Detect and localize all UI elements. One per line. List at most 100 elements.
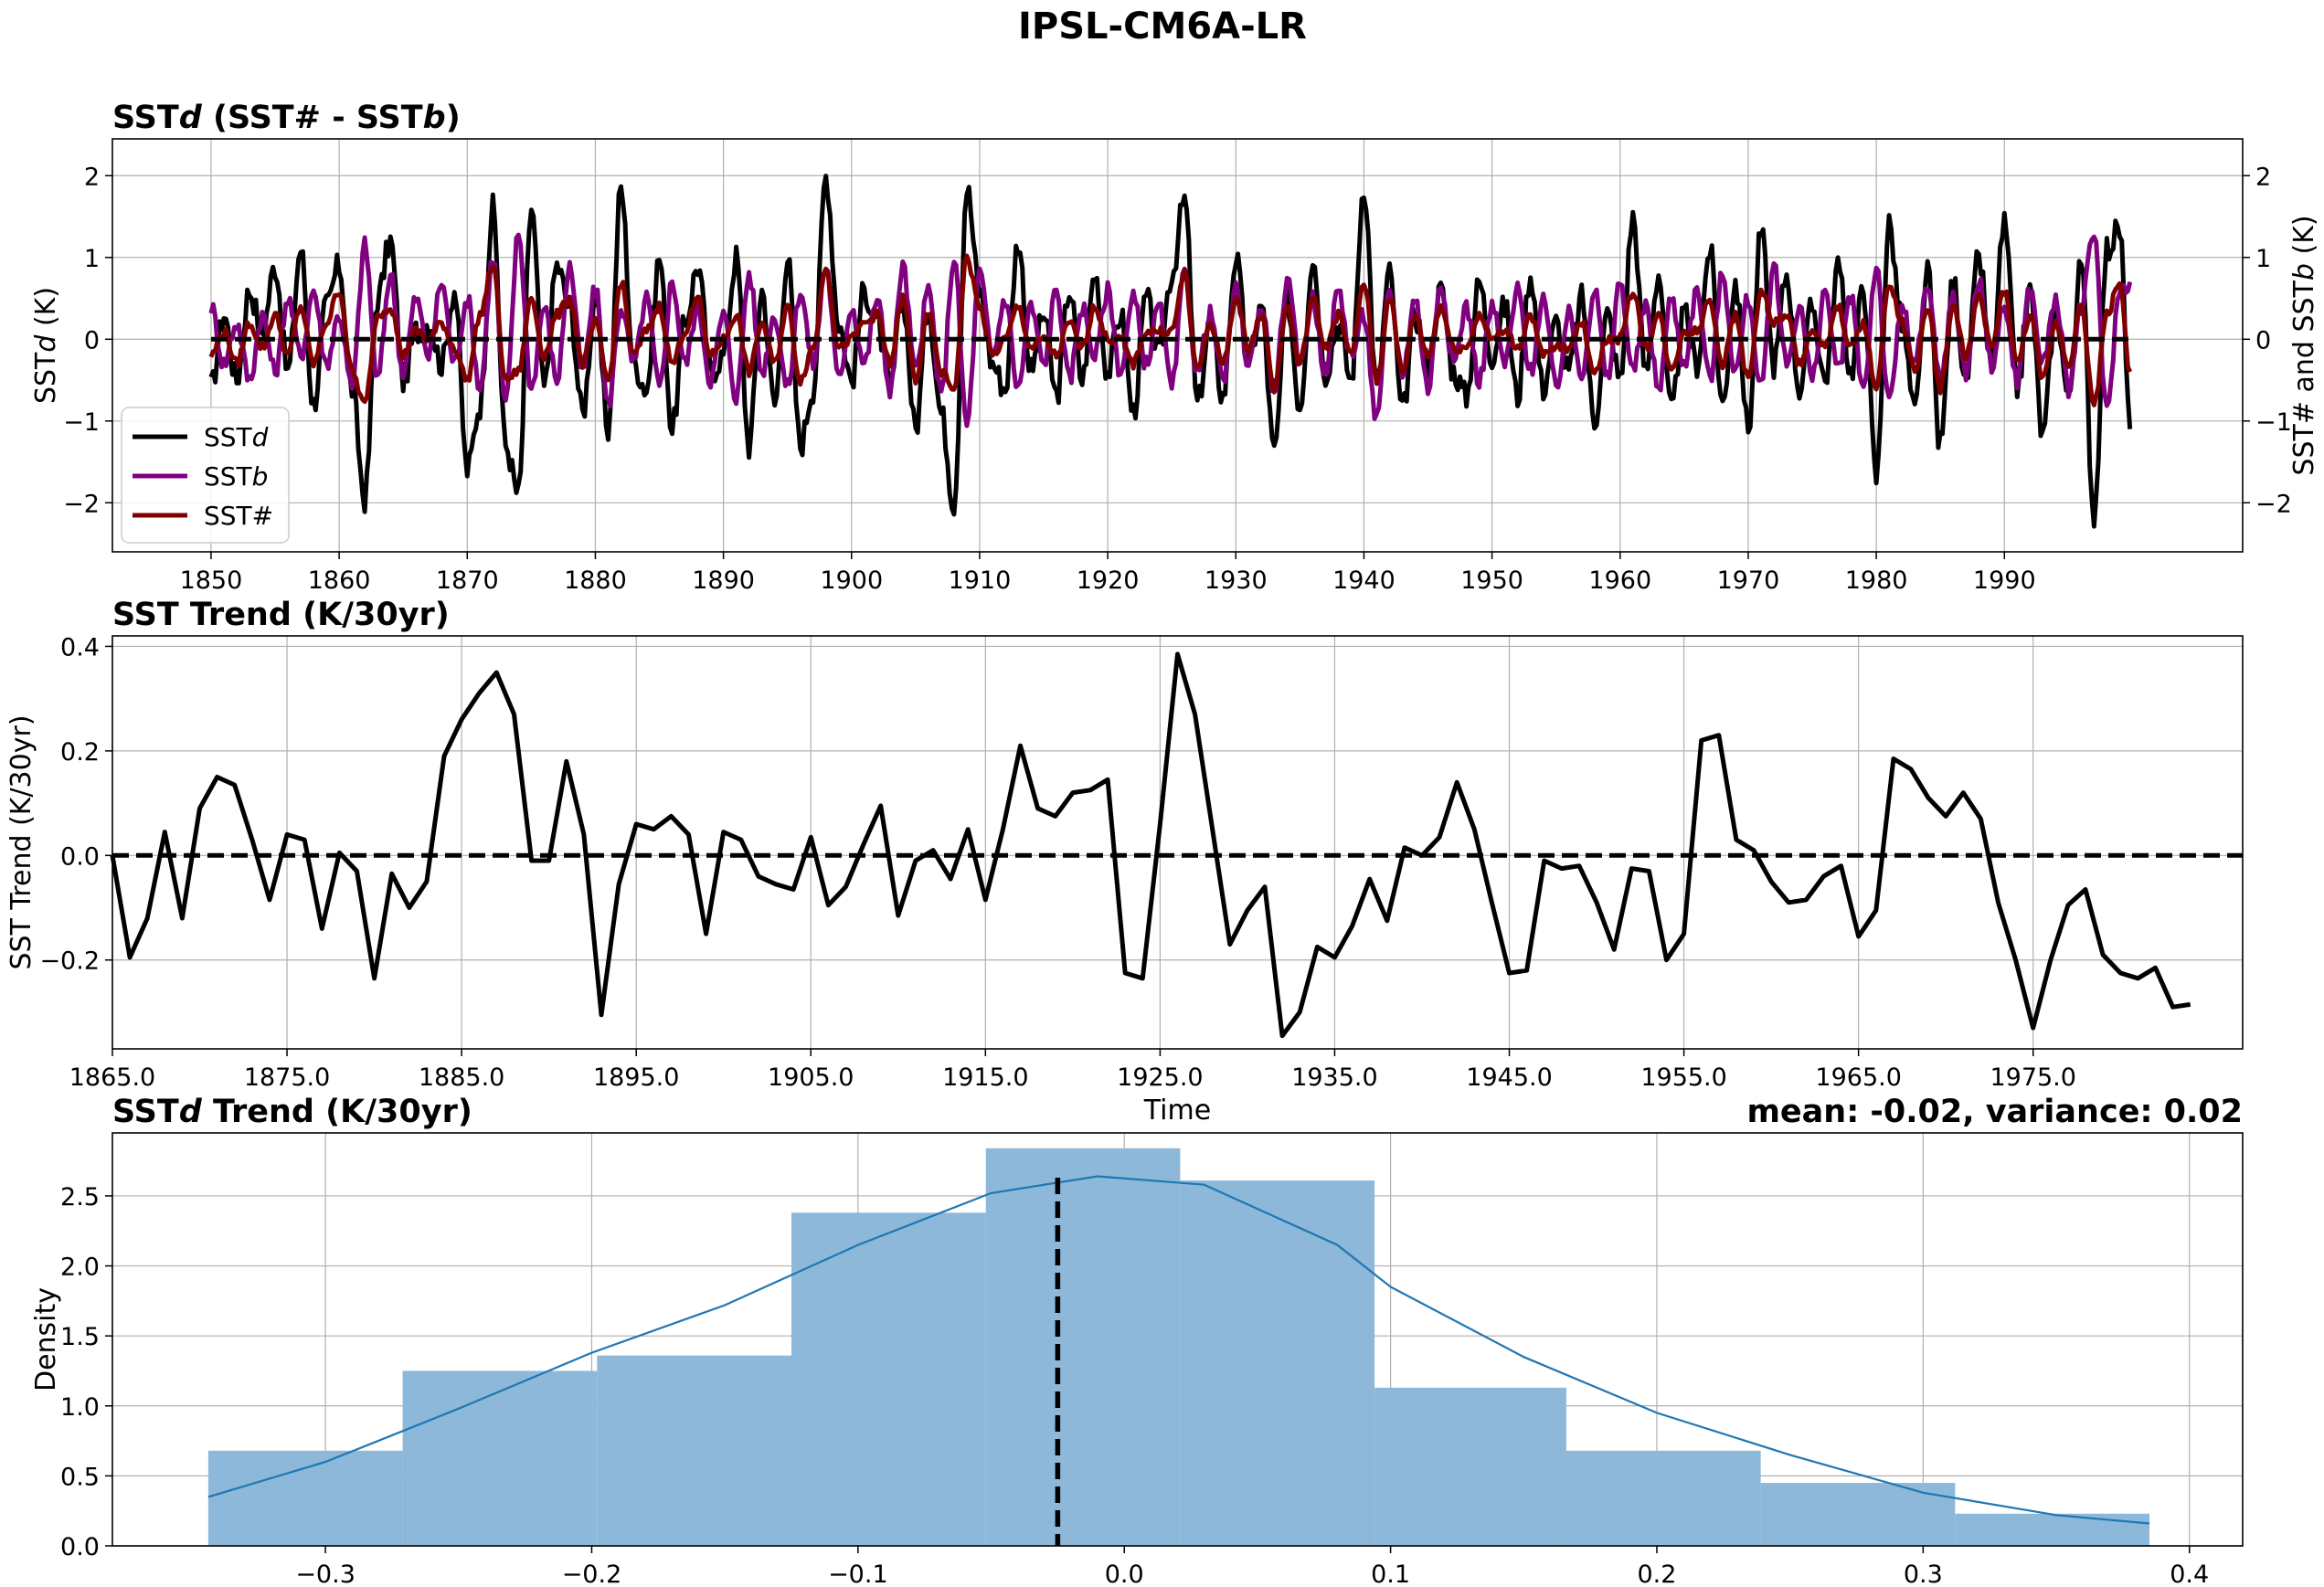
x-tick-label: 0.2 [1637,1561,1676,1587]
text-part: d [252,422,269,452]
text-part: (SST# - SST [202,100,423,136]
sst-anomaly-panel: 1850 1860 1870 1880 1890 1900 1910 1920 1930 1940… [30,100,2320,595]
x-tick-label: 1890 [692,566,755,595]
x-tick-label: 1860 [308,566,371,595]
series-line [208,232,2133,428]
x-axis-label: Time [1143,1095,1211,1127]
panel-title: SSTd (SST# - SSTb) [112,100,461,136]
histogram-bar [402,1370,598,1546]
figure-title: IPSL-CM6A-LR [1018,5,1307,48]
histogram-bar [1374,1387,1566,1546]
histogram-bar [1180,1180,1375,1546]
x-tick-label: 1920 [1077,566,1140,595]
histogram-bar [791,1212,986,1546]
x-tick-label: 1950 [1460,566,1523,595]
x-tick-label: 1975.0 [1990,1063,2075,1092]
text-part: SST [204,422,253,452]
x-tick-label: 1875.0 [244,1063,330,1092]
y-tick-label: 1 [84,245,100,273]
y-tick-label: 0.0 [60,1533,100,1561]
text-part: (K) [30,287,62,335]
x-tick-label: 1940 [1332,566,1395,595]
text-part: b [423,100,446,136]
y-right-tick-label: −2 [2255,490,2292,518]
y-axis-label: SSTd (K) [30,287,62,404]
text-part: d [179,1094,203,1130]
text-part: (K) [2288,215,2320,263]
y-tick-label: 1.0 [60,1393,100,1422]
panel-title: SSTd Trend (K/30yr) [112,1094,472,1130]
x-tick-label: 0.4 [2170,1561,2209,1587]
y-tick-label: 1.5 [60,1323,100,1351]
text-part: SST [30,352,62,404]
text-part: d [30,334,62,353]
x-tick-label: 1965.0 [1815,1063,1901,1092]
x-tick-label: −0.3 [295,1561,355,1587]
x-tick-label: 1915.0 [942,1063,1028,1092]
text-part: SST# [204,501,273,531]
y-tick-label: −2 [63,490,100,518]
legend-box [121,407,290,544]
x-tick-label: 1960 [1588,566,1651,595]
histogram-bar [985,1148,1181,1546]
x-tick-label: 1990 [1973,566,2036,595]
plot-frame [111,635,2244,1050]
y-tick-label: 0.4 [60,633,100,661]
stats-annotation: mean: -0.02, variance: 0.02 [1746,1094,2243,1130]
trend-line [110,651,2191,1039]
y-right-tick-label: −1 [2255,408,2292,437]
x-tick-label: 1865.0 [69,1063,155,1092]
x-tick-label: 1925.0 [1117,1063,1203,1092]
x-tick-label: 1905.0 [768,1063,854,1092]
histogram-bar [1955,1513,2150,1546]
x-tick-label: 1980 [1845,566,1908,595]
y-tick-label: 0 [84,326,100,354]
y-axis-label: Density [30,1287,62,1391]
legend-label: SST# [204,501,273,531]
y-tick-label: 0.2 [60,738,100,767]
legend-label: SSTb [204,461,268,492]
kde-curve [207,1175,2150,1525]
y-right-tick-label: 2 [2255,163,2271,191]
text-part: b [252,461,269,492]
plot-area [112,636,2243,1049]
trend-histogram-panel: −0.3 −0.2 −0.1 0.0 0.1 0.2 0.3 0.4 0.0 0.5 1.0 1.5 2… [30,1094,2244,1587]
y-tick-label: −1 [63,408,100,437]
x-tick-label: 1930 [1204,566,1268,595]
text-part: b [2288,263,2320,280]
histogram-bar [597,1355,792,1546]
x-tick-label: 1955.0 [1640,1063,1726,1092]
x-tick-label: 0.0 [1105,1561,1144,1587]
x-tick-label: 1880 [564,566,627,595]
x-tick-label: 1885.0 [419,1063,504,1092]
y-axis-label: SST Trend (K/30yr) [5,714,37,969]
plot-frame [111,1132,2244,1547]
y-tick-label: 2.0 [60,1254,100,1282]
histogram-bar [1565,1450,1761,1546]
y-right-tick-label: 1 [2255,245,2271,273]
y-tick-label: 0.5 [60,1463,100,1491]
x-tick-label: 1900 [820,566,883,595]
legend-label: SSTd [204,422,269,452]
y-tick-label: 2.5 [60,1183,100,1211]
x-tick-label: 1945.0 [1466,1063,1552,1092]
histogram-bar [207,1450,403,1546]
y-tick-label: 0.0 [60,842,100,871]
y-tick-label: −0.2 [39,947,100,976]
y-right-axis-label: SST# and SSTb (K) [2288,215,2320,475]
x-tick-label: −0.1 [828,1561,888,1587]
x-tick-label: 1970 [1717,566,1780,595]
x-tick-label: 1910 [949,566,1012,595]
sst-trend-panel: 1865.0 1875.0 1885.0 1895.0 1905.0 1915.0 1925… [5,597,2244,1127]
text-part: Trend (K/30yr) [202,1094,472,1130]
x-tick-label: 1870 [436,566,499,595]
x-tick-label: 0.1 [1371,1561,1410,1587]
text-part: SST# and SST [2288,280,2320,475]
plot-frame [111,138,2244,553]
panel-title: SST Trend (K/30yr) [112,597,450,633]
series-line [208,253,2133,407]
x-tick-label: 1935.0 [1291,1063,1377,1092]
x-tick-label: 1895.0 [593,1063,679,1092]
